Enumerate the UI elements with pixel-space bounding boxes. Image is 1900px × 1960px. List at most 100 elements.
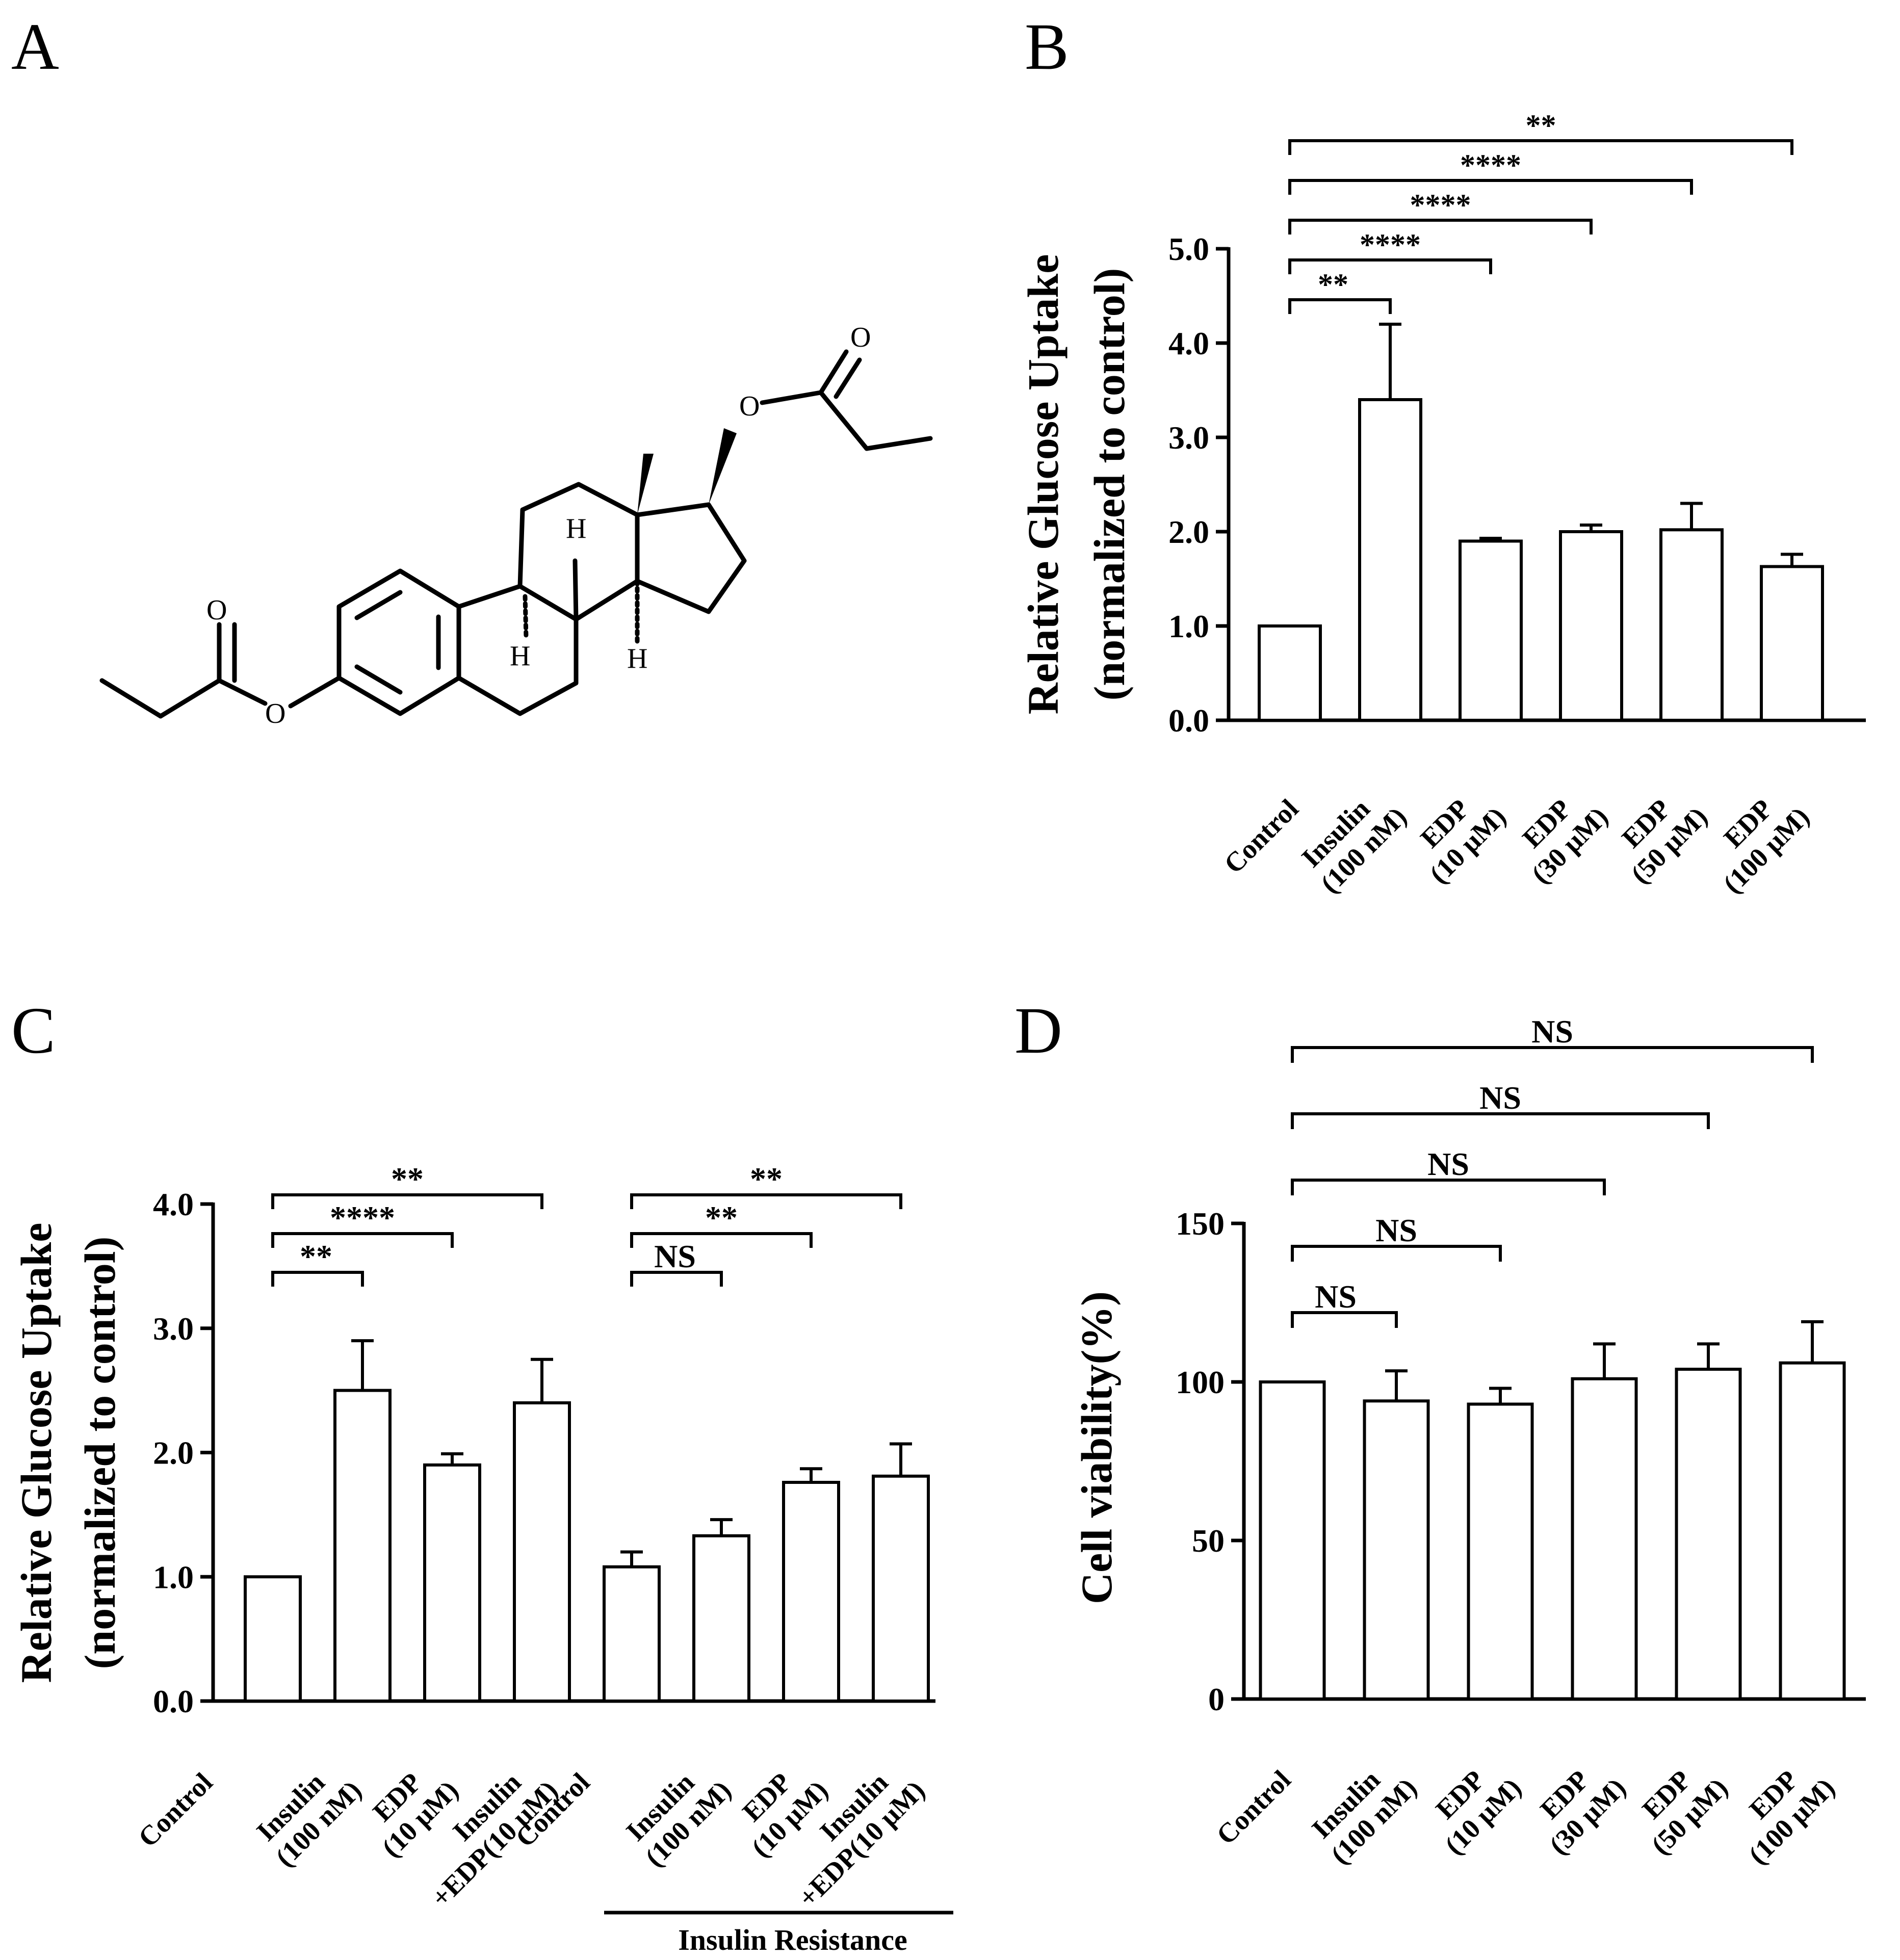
significance-bracket	[271, 1232, 454, 1248]
y-axis-label: Relative Glucose Uptake	[12, 1223, 61, 1683]
y-axis-label: Cell viability(%)	[1072, 1291, 1121, 1604]
y-tick-label: 50	[1192, 1523, 1225, 1559]
category-label: Insulin(100 nM)	[1303, 1750, 1423, 1870]
atom-h-14: H	[627, 643, 647, 674]
atom-h-8: H	[566, 513, 586, 544]
significance-bracket	[630, 1232, 813, 1248]
bar	[603, 1565, 661, 1703]
bar	[782, 1481, 840, 1703]
atom-o-ester-17: O	[739, 390, 760, 422]
chart-panel-d: 0 50 100 150 Cell viability(%) Control Insulin…	[1072, 1013, 1866, 1870]
significance-label: **	[391, 1161, 424, 1197]
category-label: EDP(100 μM)	[1695, 779, 1815, 899]
category-label: EDP(10 μM)	[1401, 779, 1512, 890]
significance-bracket	[1288, 298, 1392, 314]
category-label: EDP(100 μM)	[1720, 1750, 1840, 1870]
significance-label: NS	[1479, 1080, 1521, 1116]
bar	[333, 1389, 392, 1703]
y-tick-label: 2.0	[1168, 514, 1209, 550]
chart-panel-c: 0.0 1.0 2.0 3.0 4.0 Relative Glucose Uptake (n…	[12, 1161, 935, 1913]
insulin-resistance-group-label: Insulin Resistance	[678, 1923, 907, 1956]
significance-label: ****	[1460, 148, 1521, 182]
bar	[1358, 398, 1422, 722]
atom-o-carbonyl-3: O	[206, 594, 227, 626]
y-tick-label: 4.0	[153, 1186, 194, 1222]
significance-bracket	[1288, 179, 1693, 195]
category-label: Control	[132, 1767, 218, 1853]
significance-bracket	[1291, 1245, 1502, 1262]
bar	[1779, 1361, 1846, 1701]
estradiol-dipropionate-structure: O O O O H H H	[99, 322, 933, 729]
atom-o-ester-3: O	[265, 698, 285, 729]
category-label: Insulin(100 nM)	[1292, 779, 1413, 899]
significance-label: ****	[1410, 188, 1471, 222]
bar	[1675, 1368, 1742, 1701]
category-label: EDP(30 μM)	[1521, 1750, 1631, 1861]
significance-bracket	[271, 1271, 364, 1287]
significance-label: NS	[654, 1238, 696, 1274]
significance-label: ****	[330, 1199, 395, 1236]
significance-label: **	[1526, 109, 1556, 142]
panel-letter-a: A	[11, 10, 59, 84]
bar	[1363, 1399, 1430, 1701]
category-label: EDP(50 μM)	[1602, 779, 1713, 890]
panel-letter-c: C	[11, 994, 56, 1067]
category-label: EDP(10 μM)	[353, 1753, 464, 1863]
bar	[513, 1401, 571, 1703]
category-label: Insulin(100 nM)	[617, 1753, 737, 1873]
significance-bracket	[1291, 1179, 1606, 1195]
significance-bracket	[1288, 258, 1492, 274]
atom-h-9: H	[510, 640, 530, 672]
y-tick-label: 0.0	[153, 1683, 194, 1719]
significance-bracket	[1288, 219, 1593, 234]
significance-bracket	[271, 1193, 543, 1209]
y-tick-label: 0.0	[1168, 702, 1209, 739]
category-label: Control	[1218, 793, 1304, 879]
bar	[1659, 528, 1724, 722]
bar	[244, 1575, 302, 1703]
category-label: EDP(30 μM)	[1503, 779, 1613, 890]
panel-letter-b: B	[1025, 10, 1069, 84]
significance-label: **	[1318, 268, 1348, 301]
y-tick-label: 0	[1208, 1681, 1225, 1717]
significance-bracket	[630, 1193, 902, 1209]
significance-bracket	[1288, 139, 1793, 155]
significance-label: **	[705, 1199, 738, 1236]
significance-bracket	[1291, 1311, 1398, 1328]
category-label: EDP(10 μM)	[723, 1753, 834, 1863]
bar	[692, 1534, 750, 1703]
y-axis-label: Relative Glucose Uptake	[1019, 254, 1068, 715]
y-tick-label: 5.0	[1168, 231, 1209, 267]
bar	[1259, 1380, 1326, 1701]
bar	[423, 1463, 481, 1703]
significance-label: **	[300, 1238, 332, 1274]
significance-label: ****	[1360, 228, 1421, 262]
category-label: Insulin(100 nM)	[247, 1753, 368, 1873]
y-tick-label: 4.0	[1168, 325, 1209, 361]
significance-label: NS	[1427, 1146, 1469, 1182]
y-tick-label: 100	[1176, 1364, 1225, 1400]
y-tick-label: 150	[1176, 1206, 1225, 1242]
bar	[1559, 530, 1623, 722]
y-tick-label: 1.0	[153, 1559, 194, 1595]
significance-label: **	[750, 1161, 783, 1197]
y-tick-label: 1.0	[1168, 608, 1209, 644]
chart-panel-b: 0.0 1.0 2.0 3.0 4.0 5.0 Relative Glucose Uptak…	[1019, 109, 1866, 899]
bar	[1467, 1402, 1534, 1701]
significance-label: NS	[1375, 1212, 1417, 1248]
panel-letter-d: D	[1014, 994, 1062, 1067]
significance-label: NS	[1315, 1278, 1357, 1315]
significance-bracket	[1291, 1112, 1710, 1129]
bar	[1760, 565, 1824, 722]
bar	[1258, 624, 1322, 722]
y-tick-label: 3.0	[153, 1311, 194, 1347]
category-label: EDP(10 μM)	[1416, 1750, 1527, 1861]
category-label: EDP(50 μM)	[1623, 1750, 1733, 1861]
significance-label: NS	[1531, 1013, 1573, 1050]
category-label: Control	[1210, 1764, 1296, 1850]
bar	[1459, 539, 1523, 722]
bar	[1571, 1377, 1638, 1701]
y-tick-label: 3.0	[1168, 420, 1209, 456]
significance-bracket	[630, 1271, 723, 1287]
